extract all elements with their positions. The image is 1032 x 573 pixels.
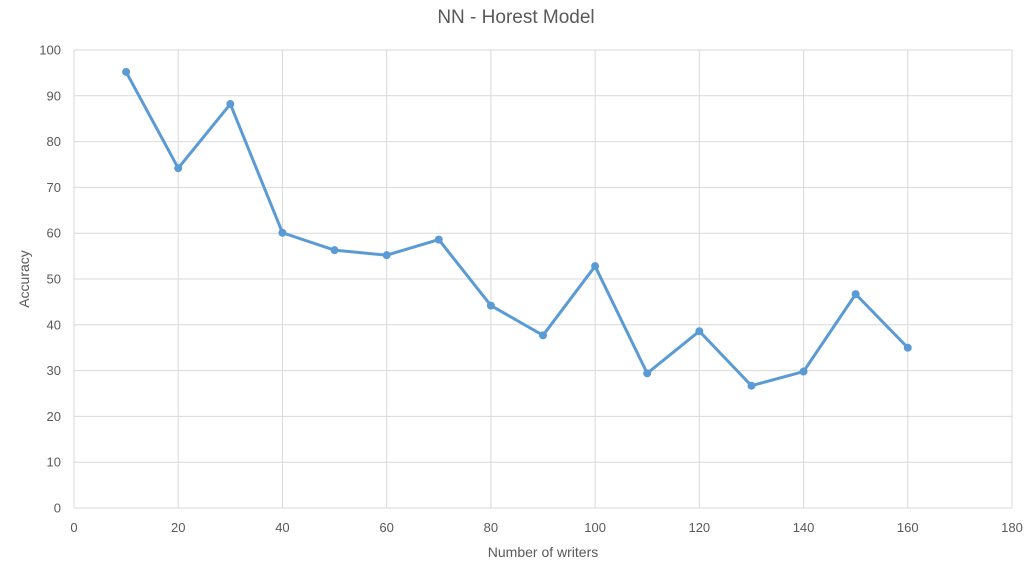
y-tick-label: 20 xyxy=(47,409,61,424)
chart-title: NN - Horest Model xyxy=(437,7,594,28)
y-tick-label: 60 xyxy=(47,226,61,241)
data-point xyxy=(591,262,600,271)
y-tick-label: 30 xyxy=(47,363,61,378)
data-point xyxy=(174,164,183,173)
y-tick-label: 80 xyxy=(47,134,61,149)
x-tick-label: 20 xyxy=(171,520,185,535)
data-point xyxy=(226,100,235,109)
series-layer xyxy=(122,67,912,390)
y-tick-label: 10 xyxy=(47,455,61,470)
data-point xyxy=(851,290,860,299)
x-tick-label: 60 xyxy=(379,520,393,535)
data-point xyxy=(434,235,443,244)
y-tick-label: 70 xyxy=(47,180,61,195)
x-tick-label: 140 xyxy=(793,520,815,535)
data-point xyxy=(278,228,287,237)
data-point xyxy=(643,369,652,378)
x-axis-title: Number of writers xyxy=(488,544,598,560)
data-point xyxy=(747,381,756,390)
data-point xyxy=(382,251,391,260)
y-tick-label: 0 xyxy=(54,501,61,516)
data-point xyxy=(539,331,547,340)
tick-labels: 0 10 20 30 40 50 60 70 80 90 100 0 20 40 60 80 100 120 140… xyxy=(39,43,1023,536)
y-tick-label: 90 xyxy=(47,88,61,103)
x-tick-label: 80 xyxy=(484,520,498,535)
data-point xyxy=(330,246,339,255)
gridlines xyxy=(73,49,1013,509)
y-tick-label: 40 xyxy=(47,317,61,332)
series-line xyxy=(124,70,910,388)
x-tick-label: 0 xyxy=(70,520,77,535)
x-tick-label: 100 xyxy=(584,520,606,535)
data-point xyxy=(486,301,495,310)
x-tick-label: 40 xyxy=(275,520,289,535)
x-tick-label: 120 xyxy=(688,520,710,535)
data-point xyxy=(122,67,131,76)
y-tick-label: 50 xyxy=(47,272,61,287)
data-point xyxy=(903,343,912,352)
y-tick-label: 100 xyxy=(39,43,61,58)
data-point xyxy=(695,327,704,336)
y-axis-title: Accuracy xyxy=(16,250,32,308)
x-tick-label: 180 xyxy=(1001,520,1023,535)
data-point xyxy=(799,367,808,376)
x-tick-label: 160 xyxy=(897,520,919,535)
